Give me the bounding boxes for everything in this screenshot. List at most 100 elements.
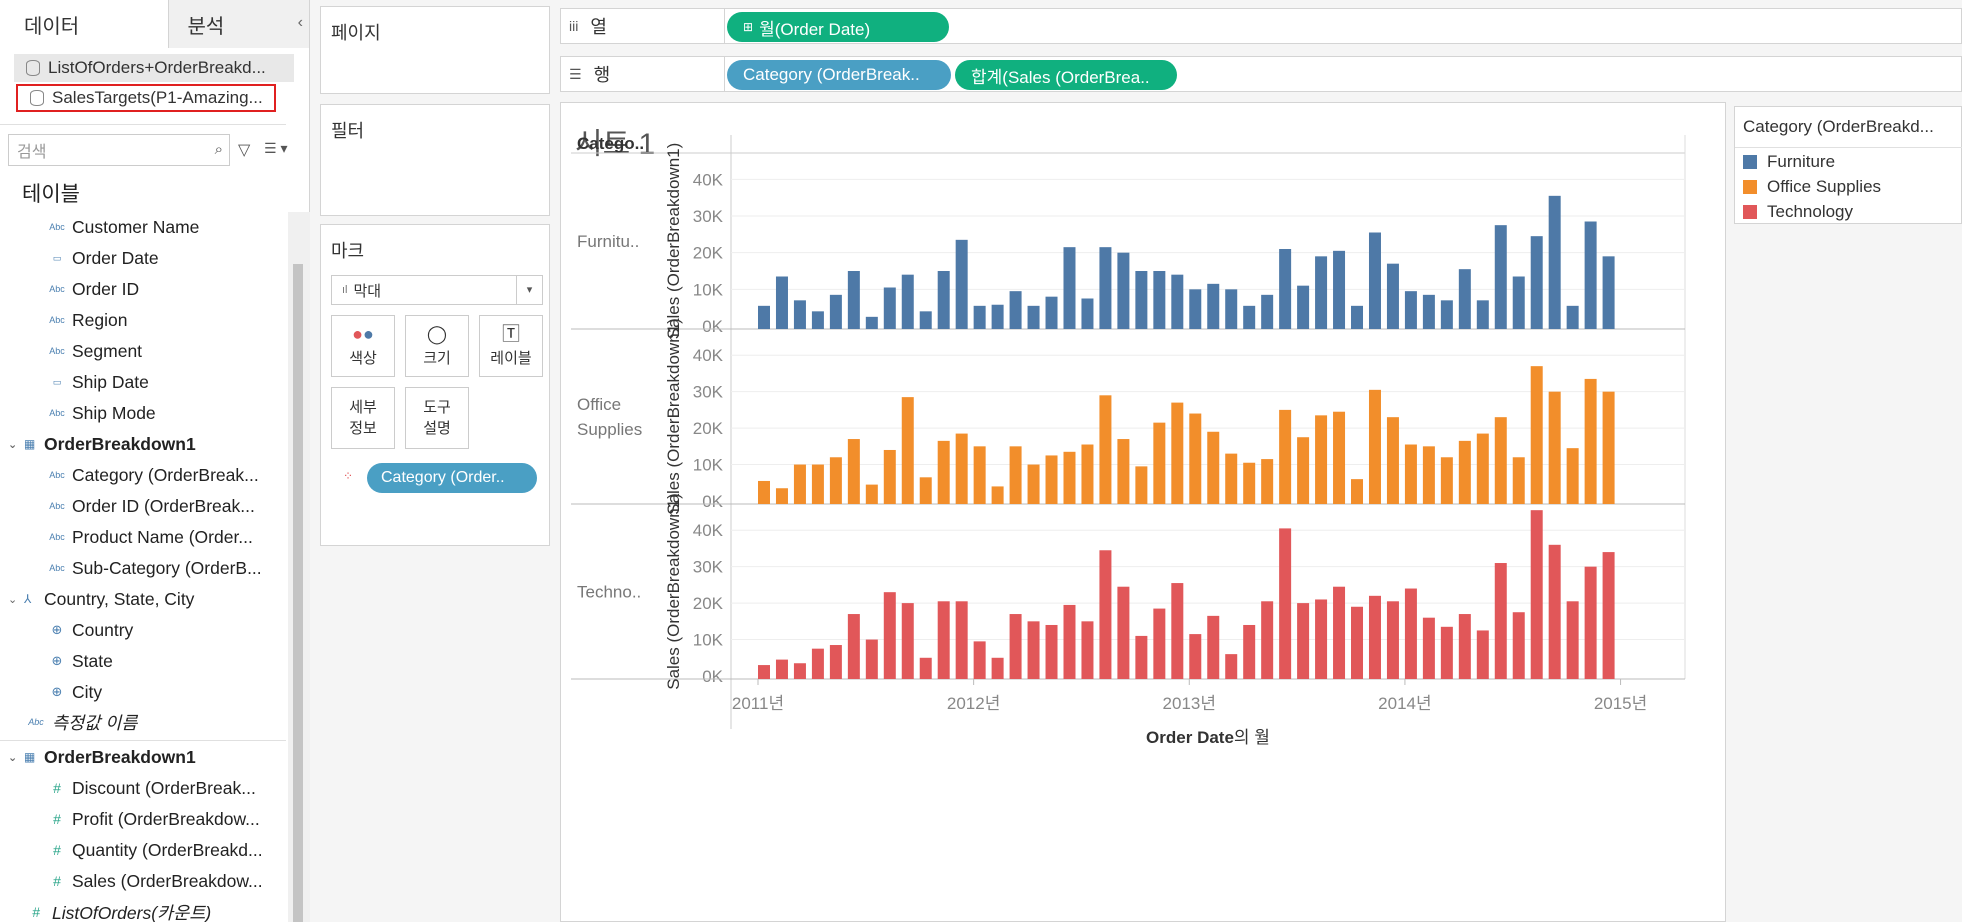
bar [1512, 612, 1525, 679]
field-item[interactable]: Abc Product Name (Order... [0, 522, 290, 552]
mark-type-dropdown[interactable]: ıl 막대 ▾ [331, 275, 543, 305]
y-axis-title: Sales (OrderBreakdown1) [664, 143, 683, 340]
measure-item[interactable]: # ListOfOrders(카운트) [0, 897, 290, 922]
bar [1297, 285, 1310, 329]
bar [811, 464, 824, 504]
field-item[interactable]: Abc Order ID (OrderBreak... [0, 491, 290, 521]
field-label: ListOfOrders(카운트) [52, 902, 212, 922]
x-tick-label: 2012년 [947, 694, 1000, 713]
color-legend: Category (OrderBreakd... Furniture Offic… [1734, 106, 1962, 224]
collapse-pane-icon[interactable]: ‹ [297, 14, 303, 31]
table-item[interactable]: ⌄ ▦ OrderBreakdown1 [0, 429, 290, 459]
datasource-item-selected[interactable]: SalesTargets(P1-Amazing... [16, 84, 276, 112]
legend-item-office-supplies[interactable]: Office Supplies [1743, 176, 1881, 198]
measure-item[interactable]: # Profit (OrderBreakdow... [0, 804, 290, 834]
field-label: Segment [72, 340, 143, 361]
table-icon: ▦ [24, 437, 36, 451]
field-item[interactable]: Abc Region [0, 305, 290, 335]
date-type-icon: ▭ [52, 376, 62, 387]
legend-item-technology[interactable]: Technology [1743, 201, 1853, 223]
bar [865, 316, 878, 329]
filters-card[interactable]: 필터 [320, 104, 550, 216]
bar [1297, 437, 1310, 504]
field-item[interactable]: Abc Category (OrderBreak... [0, 460, 290, 490]
field-item[interactable]: Abc Ship Mode [0, 398, 290, 428]
table-item[interactable]: ⌄ ▦ OrderBreakdown1 [0, 742, 290, 772]
search-input[interactable]: 검색 ⌕ [8, 134, 230, 166]
rows-shelf[interactable]: ☰ 행 Category (OrderBreak.. 합계(Sales (Ord… [560, 56, 1962, 92]
mark-type-value: 막대 [353, 282, 382, 300]
measure-item[interactable]: # Sales (OrderBreakdow... [0, 866, 290, 896]
bar [758, 480, 770, 504]
rows-shelf-label: ☰ 행 [561, 57, 725, 91]
field-item[interactable]: ⊕ State [0, 646, 290, 676]
rows-pill-category[interactable]: Category (OrderBreak.. [727, 60, 951, 90]
measure-item[interactable]: # Discount (OrderBreak... [0, 773, 290, 803]
bar [1081, 298, 1094, 329]
columns-shelf[interactable]: iii 열 ⊞ 월(Order Date) [560, 8, 1962, 44]
y-tick-label: 40K [693, 170, 724, 189]
field-item[interactable]: ▭ Ship Date [0, 367, 290, 397]
detail-button[interactable]: 세부 정보 [331, 387, 395, 449]
field-item[interactable]: ⊕ Country [0, 615, 290, 645]
bar [1315, 415, 1328, 504]
field-item[interactable]: Abc Customer Name [0, 212, 290, 242]
tab-analysis[interactable]: 분석 [169, 0, 309, 48]
field-item[interactable]: Abc Order ID [0, 274, 290, 304]
tab-data[interactable]: 데이터 [0, 0, 170, 48]
bar [937, 440, 950, 504]
hierarchy-item[interactable]: ⌄ ⅄ Country, State, City [0, 584, 290, 614]
legend-swatch [1743, 155, 1757, 169]
expand-icon: ⊞ [743, 20, 754, 34]
tooltip-button[interactable]: 도구 설명 [405, 387, 469, 449]
bar [955, 601, 968, 679]
size-button[interactable]: ◯ 크기 [405, 315, 469, 377]
legend-item-furniture[interactable]: Furniture [1743, 151, 1835, 173]
bar [1117, 439, 1130, 504]
chevron-down-icon[interactable]: ⌄ [8, 751, 18, 764]
chevron-down-icon[interactable]: ⌄ [8, 438, 18, 451]
measure-item[interactable]: # Quantity (OrderBreakd... [0, 835, 290, 865]
label-button[interactable]: 🅃 레이블 [479, 315, 543, 377]
datasource-item[interactable]: ListOfOrders+OrderBreakd... [14, 54, 294, 82]
view-options-icon[interactable]: ☰ ▾ [264, 140, 288, 156]
filter-icon[interactable]: ▽ [238, 142, 251, 159]
bar [1602, 391, 1615, 504]
columns-icon: iii [569, 18, 579, 34]
number-type-icon: # [53, 780, 61, 796]
bar [1081, 444, 1094, 504]
bar [1099, 550, 1112, 679]
row-label: Techno.. [577, 583, 641, 602]
bar [1153, 271, 1166, 329]
string-type-icon: Abc [49, 346, 65, 356]
scrollbar[interactable] [288, 212, 310, 922]
table-icon: ▦ [24, 750, 36, 764]
bar [1063, 247, 1076, 329]
bar [955, 433, 968, 504]
scrollbar-thumb[interactable] [293, 264, 303, 922]
field-item[interactable]: Abc Segment [0, 336, 290, 366]
color-dots-icon: ⁘ [343, 469, 354, 483]
chevron-down-icon[interactable]: ▾ [516, 276, 542, 304]
globe-icon: ⊕ [51, 653, 63, 668]
chevron-down-icon[interactable]: ⌄ [8, 593, 18, 606]
field-item[interactable]: ▭ Order Date [0, 243, 290, 273]
string-type-icon: Abc [49, 563, 65, 573]
field-item[interactable]: Abc 측정값 이름 [0, 707, 290, 737]
field-item[interactable]: Abc Sub-Category (OrderB... [0, 553, 290, 583]
field-label: Order ID [72, 278, 140, 299]
field-item[interactable]: ⊕ City [0, 677, 290, 707]
color-button[interactable]: ●● 색상 [331, 315, 395, 377]
rows-pill-sales[interactable]: 합계(Sales (OrderBrea.. [955, 60, 1177, 90]
bar [1171, 274, 1184, 329]
color-field-pill[interactable]: Category (Order.. [367, 463, 537, 493]
detail-label: 세부 정보 [349, 399, 377, 437]
string-type-icon: Abc [49, 284, 65, 294]
bar [1045, 455, 1058, 504]
pages-card[interactable]: 페이지 [320, 6, 550, 94]
columns-pill[interactable]: ⊞ 월(Order Date) [727, 12, 949, 42]
bar [1351, 606, 1364, 679]
rows-label-text: 행 [593, 65, 611, 85]
bar [829, 645, 842, 679]
bar [1530, 366, 1543, 504]
